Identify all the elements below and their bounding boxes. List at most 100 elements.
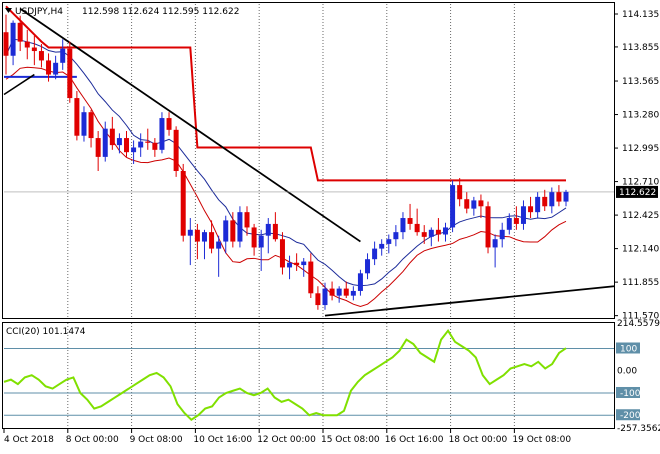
candle-body[interactable]: [244, 212, 250, 228]
candle-body[interactable]: [294, 262, 300, 266]
candle-body[interactable]: [535, 196, 541, 213]
price-axis: 114.135 113.855 113.565 113.280 112.995 112.7…: [614, 10, 659, 322]
candle-body[interactable]: [166, 118, 172, 130]
candle-body[interactable]: [180, 170, 186, 236]
price-tick-label: 113.855: [622, 43, 659, 53]
candle-body[interactable]: [457, 185, 463, 200]
candle-body[interactable]: [95, 138, 101, 157]
candle-body[interactable]: [67, 48, 73, 99]
candle-body[interactable]: [386, 239, 392, 244]
candle-body[interactable]: [492, 239, 498, 248]
time-tick-label: 10 Oct 16:00: [193, 435, 252, 445]
price-tick-label: 112.140: [622, 245, 659, 255]
trailing-stop-line: [5, 5, 566, 182]
candle-body[interactable]: [187, 229, 193, 236]
candle-body[interactable]: [201, 232, 207, 242]
time-axis: 4 Oct 2018 8 Oct 00:00 9 Oct 08:00 10 Oct 1…: [3, 429, 571, 445]
candle-body[interactable]: [116, 138, 122, 146]
candle-body[interactable]: [428, 229, 434, 237]
candle-body[interactable]: [102, 128, 108, 157]
candle-body[interactable]: [88, 112, 94, 139]
candle-body[interactable]: [528, 206, 534, 213]
candle-body[interactable]: [251, 227, 257, 248]
candle-body[interactable]: [272, 223, 278, 240]
candle-body[interactable]: [24, 41, 30, 48]
candle-body[interactable]: [315, 293, 321, 306]
candle-body[interactable]: [109, 128, 115, 146]
candle-body[interactable]: [230, 220, 236, 242]
candle-body[interactable]: [3, 32, 9, 56]
candle-body[interactable]: [563, 191, 569, 202]
candle-body[interactable]: [499, 229, 505, 240]
downtrend-line[interactable]: [19, 7, 361, 243]
candle-body[interactable]: [478, 200, 484, 207]
candle-body[interactable]: [138, 141, 144, 148]
candle-body[interactable]: [513, 218, 519, 224]
candle-body[interactable]: [159, 118, 165, 150]
candle-body[interactable]: [450, 185, 456, 228]
candle-body[interactable]: [173, 129, 179, 171]
candle-body[interactable]: [152, 142, 158, 150]
candle-body[interactable]: [60, 48, 66, 63]
candle-body[interactable]: [343, 288, 349, 296]
candle-body[interactable]: [442, 227, 448, 235]
candle-body[interactable]: [435, 229, 441, 235]
candle-body[interactable]: [308, 261, 314, 294]
candle-body[interactable]: [38, 51, 44, 61]
candle-body[interactable]: [53, 62, 59, 75]
candle-body[interactable]: [46, 60, 52, 75]
candle-body[interactable]: [301, 261, 307, 266]
cci-tick-label: 100: [620, 344, 637, 354]
symbol-label: USDJPY,H4: [15, 7, 63, 17]
candle-body[interactable]: [258, 235, 264, 248]
candle-body[interactable]: [400, 218, 406, 233]
time-tick-label: 4 Oct 2018: [4, 435, 54, 445]
candle-body[interactable]: [407, 218, 413, 224]
price-tick-label: 111.855: [622, 278, 659, 288]
candle-body[interactable]: [520, 206, 526, 224]
candle-body[interactable]: [542, 196, 548, 207]
candle-body[interactable]: [279, 239, 285, 268]
candle-body[interactable]: [350, 290, 356, 296]
candle-body[interactable]: [223, 220, 229, 242]
candle-body[interactable]: [414, 223, 420, 233]
candle-body[interactable]: [131, 147, 137, 153]
candle-body[interactable]: [556, 192, 562, 202]
candle-body[interactable]: [17, 22, 23, 42]
candle-body[interactable]: [549, 192, 555, 207]
candle-body[interactable]: [372, 248, 378, 260]
candle-body[interactable]: [81, 112, 87, 136]
candle-body[interactable]: [10, 22, 16, 56]
candle-body[interactable]: [74, 98, 80, 136]
cci-level-marker: [616, 409, 640, 421]
candles[interactable]: [3, 14, 569, 310]
candle-body[interactable]: [379, 243, 385, 249]
trend-stub-line[interactable]: [3, 73, 35, 96]
triangle-down-icon[interactable]: [5, 8, 12, 13]
candle-body[interactable]: [287, 262, 293, 268]
candle-body[interactable]: [216, 241, 222, 249]
candle-body[interactable]: [329, 288, 335, 296]
candle-body[interactable]: [31, 47, 37, 52]
candle-body[interactable]: [194, 229, 200, 242]
cci-level-marker: [616, 342, 640, 354]
candle-body[interactable]: [464, 199, 470, 209]
candle-body[interactable]: [357, 273, 363, 291]
candle-body[interactable]: [471, 200, 477, 209]
cci-panel-frame: [2, 322, 615, 429]
candle-body[interactable]: [336, 288, 342, 296]
candle-body[interactable]: [145, 141, 151, 143]
candle-body[interactable]: [237, 212, 243, 242]
candle-body[interactable]: [322, 288, 328, 306]
candle-body[interactable]: [485, 206, 491, 248]
candle-body[interactable]: [209, 232, 215, 249]
candle-body[interactable]: [124, 138, 130, 153]
candle-body[interactable]: [506, 218, 512, 230]
candle-body[interactable]: [393, 232, 399, 240]
candle-body[interactable]: [265, 223, 271, 236]
candle-body[interactable]: [365, 259, 371, 274]
candle-body[interactable]: [421, 232, 427, 237]
uptrend-support-line[interactable]: [324, 285, 615, 317]
